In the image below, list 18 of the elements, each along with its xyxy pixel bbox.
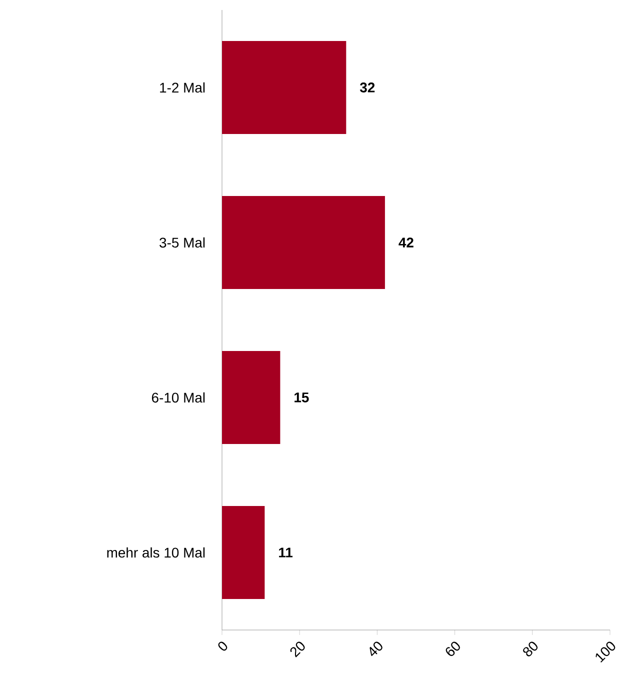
data-label: 11 (279, 548, 293, 558)
x-tick-label: 80 (523, 642, 538, 656)
y-tick-label: 6-10 Mal (152, 392, 205, 403)
bar (222, 196, 385, 289)
x-tick-label: 0 (218, 642, 228, 651)
x-tick-label: 60 (446, 642, 460, 656)
y-tick-label: mehr als 10 Mal (107, 547, 205, 558)
bar (222, 351, 280, 444)
data-label: 42 (398, 238, 414, 248)
data-label: 15 (294, 392, 309, 402)
x-tick-label: 40 (370, 642, 382, 656)
data-label: 32 (360, 82, 375, 92)
bar (222, 41, 346, 134)
y-tick-label: 3-5 Mal (160, 237, 205, 248)
y-tick-label: 1-2 Mal (160, 82, 205, 93)
bar (222, 506, 265, 599)
x-tick-label: 100 (596, 642, 616, 663)
x-tick-label: 20 (290, 642, 305, 658)
